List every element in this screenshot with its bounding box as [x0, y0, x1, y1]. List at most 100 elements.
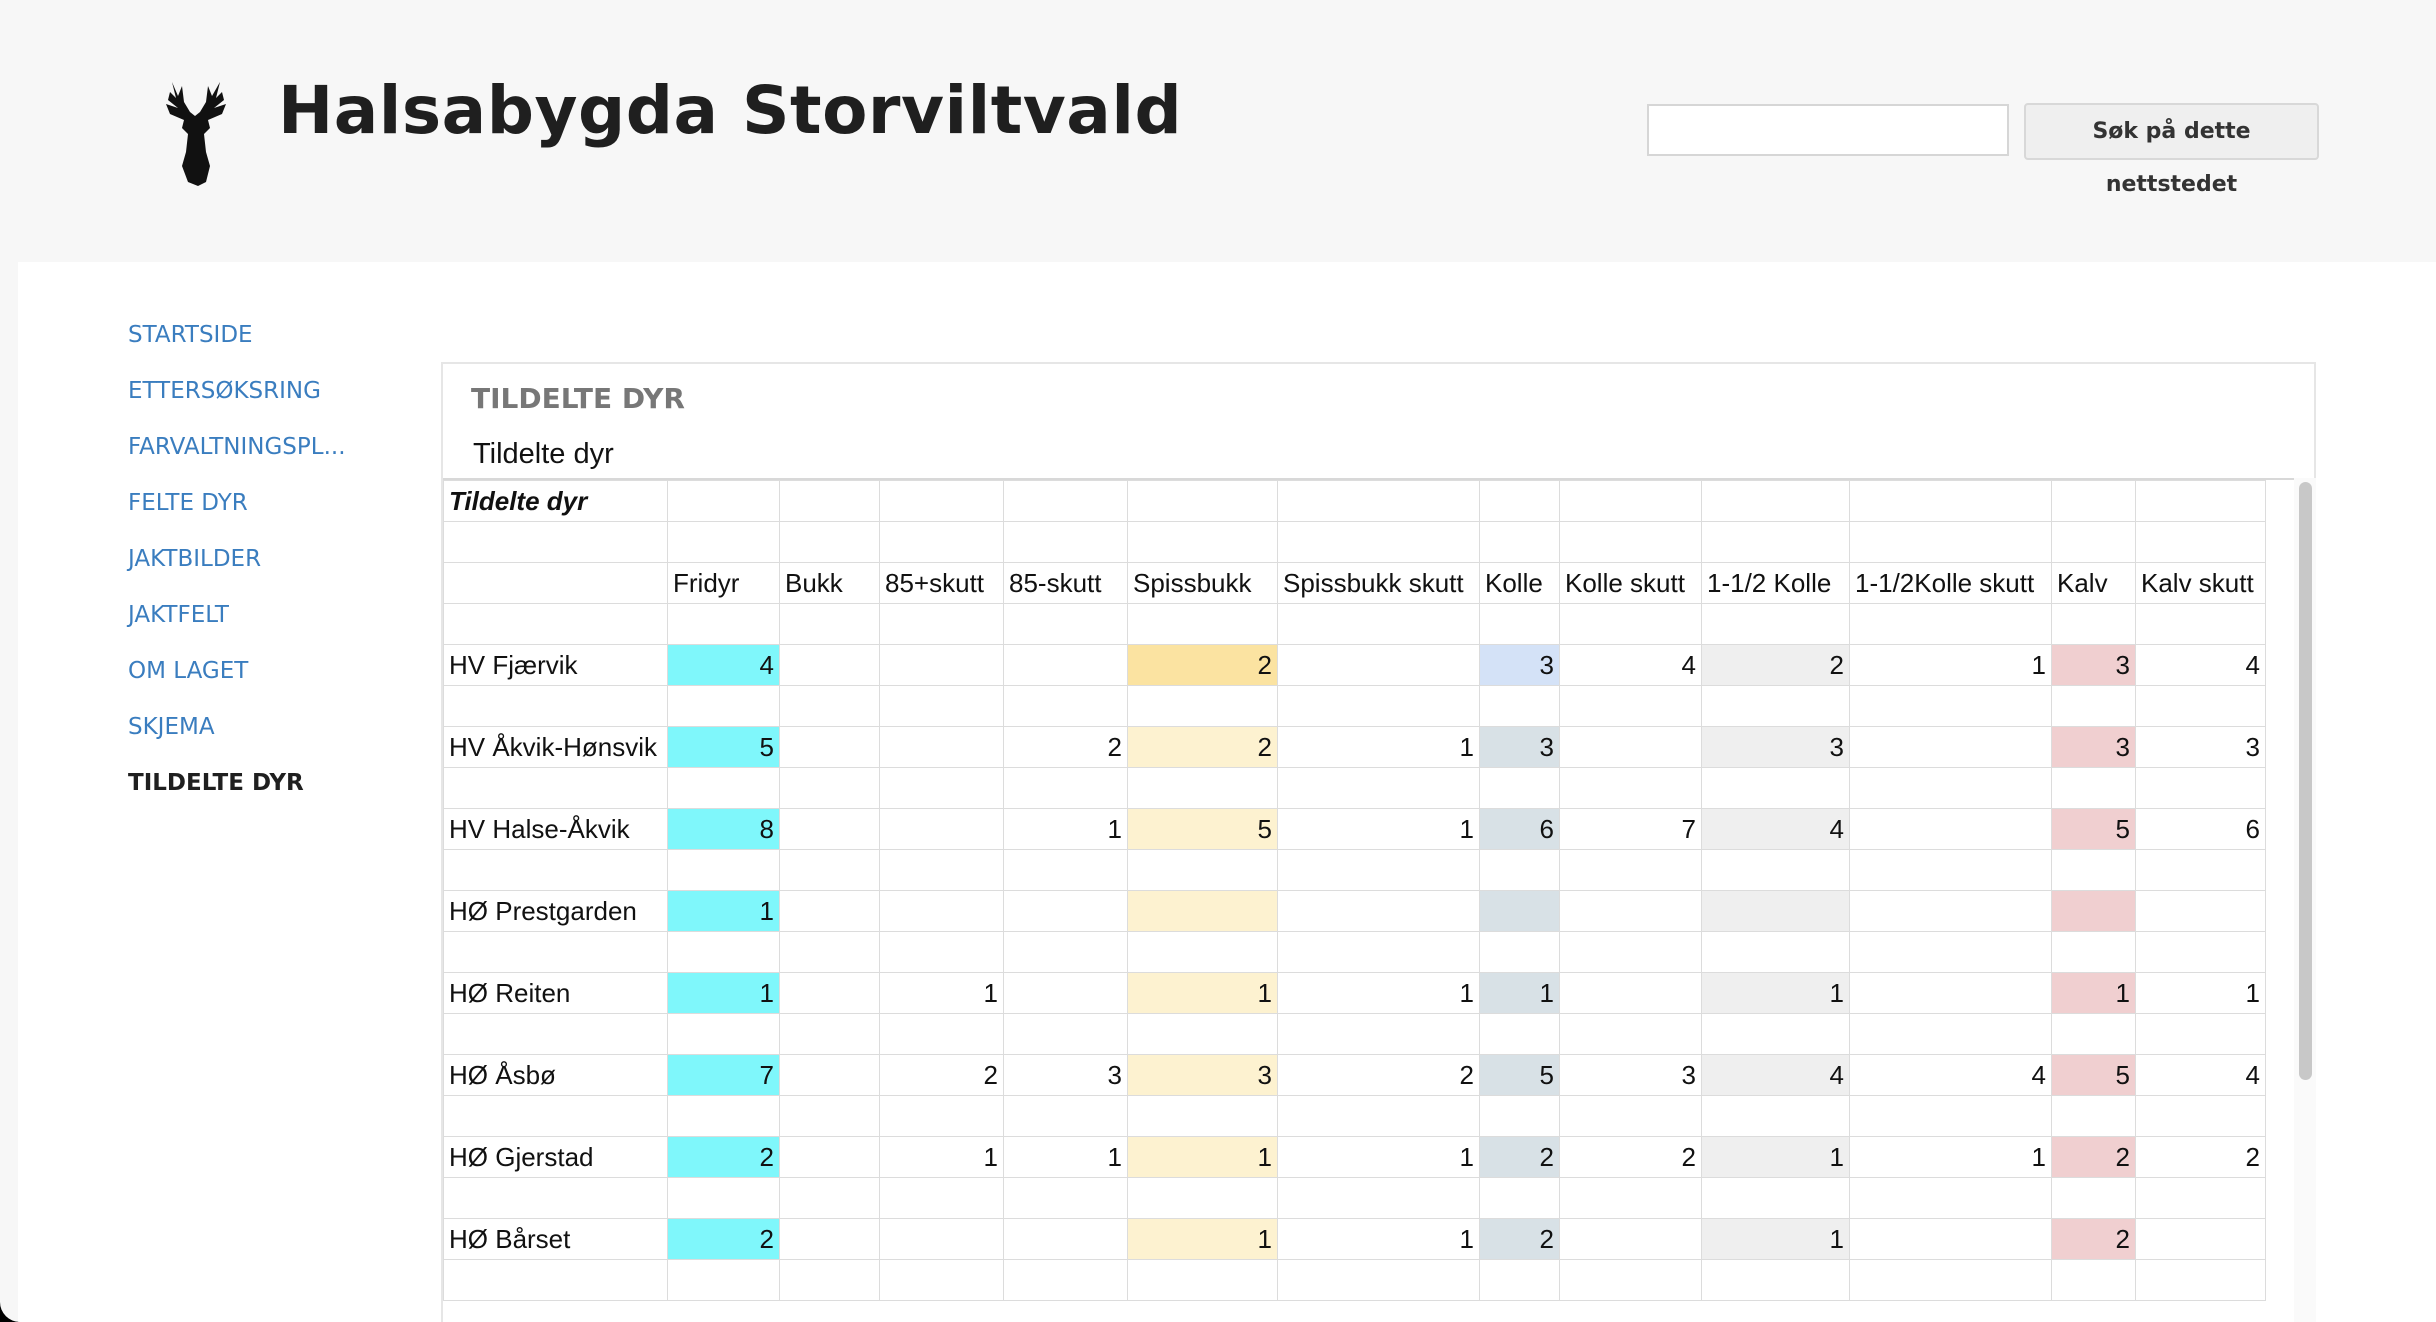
empty-cell[interactable]: [1003, 1095, 1128, 1137]
empty-cell[interactable]: [779, 931, 880, 973]
column-header-cell[interactable]: Kalv skutt: [2135, 562, 2266, 604]
empty-cell[interactable]: [2135, 767, 2266, 809]
data-cell[interactable]: 1: [1849, 644, 2052, 686]
data-cell[interactable]: [1479, 890, 1560, 932]
data-cell[interactable]: [779, 644, 880, 686]
data-cell[interactable]: 5: [2051, 808, 2136, 850]
data-cell[interactable]: 6: [1479, 808, 1560, 850]
spreadsheet[interactable]: Tildelte dyr Fridyr Bukk 85+skutt 85-skutt Sp…: [443, 478, 2294, 1322]
row-name-cell[interactable]: HØ Prestgarden: [443, 890, 668, 932]
empty-cell[interactable]: [779, 685, 880, 727]
empty-cell[interactable]: [879, 931, 1004, 973]
empty-cell[interactable]: [1701, 521, 1850, 563]
empty-cell[interactable]: [443, 767, 668, 809]
empty-cell[interactable]: [879, 1095, 1004, 1137]
data-cell[interactable]: [879, 726, 1004, 768]
data-cell[interactable]: 5: [1479, 1054, 1560, 1096]
empty-cell[interactable]: [1003, 931, 1128, 973]
empty-cell[interactable]: [1849, 849, 2052, 891]
data-cell[interactable]: [2135, 1218, 2266, 1260]
empty-cell[interactable]: [1701, 931, 1850, 973]
empty-cell[interactable]: [1003, 521, 1128, 563]
empty-cell[interactable]: [1003, 1259, 1128, 1301]
empty-cell[interactable]: [1849, 1259, 2052, 1301]
empty-cell[interactable]: [667, 931, 780, 973]
data-cell[interactable]: [1849, 1218, 2052, 1260]
data-cell[interactable]: [1849, 972, 2052, 1014]
empty-cell[interactable]: [1701, 1095, 1850, 1137]
data-cell[interactable]: [779, 808, 880, 850]
data-cell[interactable]: 4: [1559, 644, 1702, 686]
empty-cell[interactable]: [1559, 685, 1702, 727]
data-cell[interactable]: [879, 890, 1004, 932]
empty-cell[interactable]: [879, 603, 1004, 645]
empty-cell[interactable]: [667, 1259, 780, 1301]
deer-head-logo-icon[interactable]: [158, 78, 232, 186]
empty-cell[interactable]: [2051, 1259, 2136, 1301]
empty-cell[interactable]: [1003, 603, 1128, 645]
empty-cell[interactable]: [2051, 767, 2136, 809]
data-cell[interactable]: 2: [2051, 1136, 2136, 1178]
empty-cell[interactable]: [667, 1177, 780, 1219]
data-cell[interactable]: 2: [667, 1218, 780, 1260]
empty-cell[interactable]: [1003, 480, 1128, 522]
empty-cell[interactable]: [2051, 1095, 2136, 1137]
empty-cell[interactable]: [1127, 1177, 1278, 1219]
empty-cell[interactable]: [1701, 1013, 1850, 1055]
empty-cell[interactable]: [443, 1177, 668, 1219]
data-cell[interactable]: 2: [1479, 1136, 1560, 1178]
data-cell[interactable]: 1: [2051, 972, 2136, 1014]
data-cell[interactable]: 2: [1701, 644, 1850, 686]
empty-cell[interactable]: [1479, 849, 1560, 891]
empty-cell[interactable]: [1479, 685, 1560, 727]
empty-cell[interactable]: [667, 1013, 780, 1055]
empty-cell[interactable]: [2135, 480, 2266, 522]
column-header-cell[interactable]: 85+skutt: [879, 562, 1004, 604]
nav-item-tildelte-dyr[interactable]: TILDELTE DYR: [128, 770, 304, 796]
empty-cell[interactable]: [1849, 931, 2052, 973]
empty-cell[interactable]: [2135, 1177, 2266, 1219]
empty-cell[interactable]: [1479, 1259, 1560, 1301]
empty-cell[interactable]: [1849, 603, 2052, 645]
empty-cell[interactable]: [1127, 849, 1278, 891]
data-cell[interactable]: 2: [1559, 1136, 1702, 1178]
data-cell[interactable]: 2: [1127, 644, 1278, 686]
empty-cell[interactable]: [1479, 521, 1560, 563]
empty-cell[interactable]: [1277, 1095, 1480, 1137]
empty-cell[interactable]: [1701, 685, 1850, 727]
data-cell[interactable]: 1: [667, 972, 780, 1014]
empty-cell[interactable]: [1127, 521, 1278, 563]
data-cell[interactable]: [779, 890, 880, 932]
data-cell[interactable]: [779, 1218, 880, 1260]
data-cell[interactable]: 2: [1127, 726, 1278, 768]
data-cell[interactable]: 1: [879, 972, 1004, 1014]
empty-cell[interactable]: [1559, 1095, 1702, 1137]
data-cell[interactable]: 4: [1849, 1054, 2052, 1096]
data-cell[interactable]: [879, 1218, 1004, 1260]
data-cell[interactable]: 1: [1277, 808, 1480, 850]
data-cell[interactable]: [879, 808, 1004, 850]
empty-cell[interactable]: [2051, 1177, 2136, 1219]
row-name-cell[interactable]: HØ Reiten: [443, 972, 668, 1014]
empty-cell[interactable]: [1127, 685, 1278, 727]
empty-cell[interactable]: [1559, 480, 1702, 522]
empty-cell[interactable]: [443, 931, 668, 973]
data-cell[interactable]: 1: [1277, 972, 1480, 1014]
data-cell[interactable]: 3: [2051, 644, 2136, 686]
data-cell[interactable]: 1: [1127, 1136, 1278, 1178]
data-cell[interactable]: 3: [1003, 1054, 1128, 1096]
data-cell[interactable]: 1: [2135, 972, 2266, 1014]
empty-cell[interactable]: [779, 849, 880, 891]
nav-item-felte-dyr[interactable]: FELTE DYR: [128, 490, 248, 516]
empty-cell[interactable]: [1559, 849, 1702, 891]
empty-cell[interactable]: [2051, 931, 2136, 973]
data-cell[interactable]: 4: [2135, 644, 2266, 686]
data-cell[interactable]: 6: [2135, 808, 2266, 850]
empty-cell[interactable]: [879, 685, 1004, 727]
data-cell[interactable]: 1: [1849, 1136, 2052, 1178]
data-cell[interactable]: 1: [1701, 1136, 1850, 1178]
nav-item-startside[interactable]: STARTSIDE: [128, 322, 253, 348]
vertical-scrollbar[interactable]: [2294, 478, 2316, 1322]
data-cell[interactable]: [1277, 890, 1480, 932]
data-cell[interactable]: 2: [1003, 726, 1128, 768]
